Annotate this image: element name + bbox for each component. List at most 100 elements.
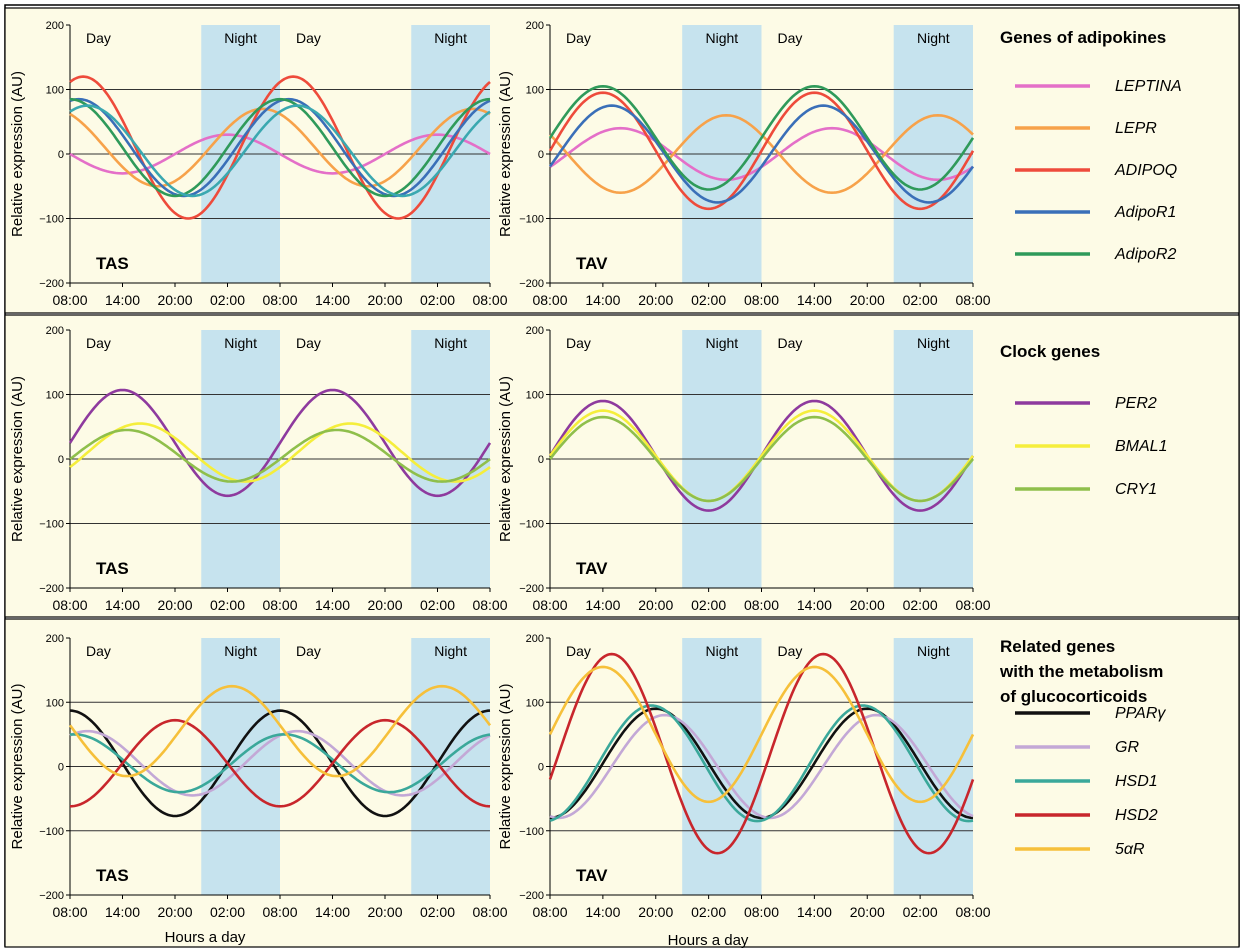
day-label: Day [778, 30, 803, 46]
y-tick-label: 100 [526, 85, 544, 97]
legend-entry-label: AdipoR1 [1114, 204, 1176, 221]
x-tick-label: 08:00 [955, 904, 990, 920]
night-label: Night [917, 30, 950, 46]
legend-3: Related genes with the metabolism of gluco… [999, 637, 1166, 858]
day-label: Day [566, 30, 591, 46]
day-label: Day [296, 643, 321, 659]
day-label: Day [296, 335, 321, 351]
series-line-hsd1 [69, 733, 491, 794]
y-tick-label: −200 [519, 278, 544, 290]
y-tick-label: 100 [46, 85, 64, 97]
y-tick-label: 0 [538, 454, 544, 466]
y-axis-label: Relative expression (AU) [9, 71, 26, 237]
x-tick-label: 20:00 [638, 597, 673, 613]
y-tick-label: −200 [39, 278, 64, 290]
y-tick-label: −100 [519, 519, 544, 531]
legend-entry-label: PER2 [1115, 395, 1157, 412]
y-tick-label: −100 [39, 519, 64, 531]
x-axis-label: Hours a day [165, 929, 246, 946]
y-tick-label: 200 [46, 325, 64, 337]
y-tick-label: 200 [46, 20, 64, 32]
y-tick-label: −200 [39, 890, 64, 902]
x-tick-label: 14:00 [315, 904, 350, 920]
legend-entry-label: AdipoR2 [1114, 246, 1176, 263]
y-tick-label: 0 [58, 149, 64, 161]
series-line-cry1 [69, 428, 491, 483]
x-tick-label: 02:00 [691, 597, 726, 613]
x-tick-label: 02:00 [903, 597, 938, 613]
x-tick-label: 08:00 [472, 292, 507, 308]
x-tick-label: 08:00 [262, 597, 297, 613]
legend-entry-label: GR [1115, 739, 1139, 756]
night-label: Night [917, 335, 950, 351]
day-label: Day [566, 335, 591, 351]
x-tick-label: 14:00 [585, 292, 620, 308]
y-tick-label: 100 [526, 390, 544, 402]
legend-entry-label: LEPR [1115, 120, 1157, 137]
legend-title: Clock genes [1000, 342, 1100, 361]
series-line-adipor1 [548, 104, 975, 204]
x-tick-label: 20:00 [850, 904, 885, 920]
x-tick-label: 14:00 [585, 597, 620, 613]
x-tick-label: 14:00 [797, 597, 832, 613]
series-line-cry1 [548, 415, 975, 503]
x-axis-label: Hours a day [668, 932, 749, 949]
x-tick-label: 08:00 [262, 904, 297, 920]
panel-label: TAV [576, 559, 608, 578]
chart-tas-row2: Night Night Day Day 200 100 0 −100 −200 08:00 14:0… [9, 325, 508, 613]
panel-label: TAV [576, 866, 608, 885]
series-line-lepr [69, 107, 491, 188]
series-line-adipor1 [69, 97, 491, 198]
x-tick-label: 14:00 [105, 904, 140, 920]
legend-entry-label: PPARγ [1115, 705, 1166, 722]
series-line-lepr [549, 114, 974, 194]
x-tick-label: 08:00 [532, 904, 567, 920]
x-tick-label: 20:00 [367, 904, 402, 920]
x-tick-label: 14:00 [797, 292, 832, 308]
day-label: Day [86, 30, 111, 46]
chart-tas-row3: Night Night Day Day 200 100 0 −100 −200 08:00 14:0… [9, 633, 508, 920]
x-tick-label: 02:00 [210, 597, 245, 613]
y-tick-label: 100 [46, 390, 64, 402]
x-tick-label: 14:00 [315, 597, 350, 613]
x-tick-label: 14:00 [105, 597, 140, 613]
y-tick-label: 100 [46, 697, 64, 709]
y-tick-label: 200 [526, 633, 544, 645]
x-tick-label: 08:00 [955, 597, 990, 613]
series-line-gr [549, 713, 974, 820]
x-tick-label: 20:00 [638, 292, 673, 308]
y-axis-label: Relative expression (AU) [497, 71, 514, 237]
x-tick-label: 20:00 [638, 904, 673, 920]
row-panel-1 [4, 7, 1240, 314]
y-tick-label: −100 [519, 826, 544, 838]
legend-entry-label: LEPTINA [1115, 78, 1182, 95]
y-axis-label: Relative expression (AU) [9, 376, 26, 542]
legend-entry-label: BMAL1 [1115, 438, 1167, 455]
series-line-bmal1 [69, 422, 491, 483]
series-line-adipoq [548, 91, 975, 211]
x-tick-label: 02:00 [210, 904, 245, 920]
x-tick-label: 08:00 [955, 292, 990, 308]
y-axis-label: Relative expression (AU) [9, 684, 26, 850]
y-tick-label: 200 [526, 325, 544, 337]
legend-title: of glucocorticoids [1000, 687, 1147, 706]
y-tick-label: −200 [519, 583, 544, 595]
series-line-ppar [549, 707, 974, 820]
x-tick-label: 08:00 [262, 292, 297, 308]
day-label: Day [296, 30, 321, 46]
y-tick-label: −200 [519, 890, 544, 902]
y-axis-label: Relative expression (AU) [497, 376, 514, 542]
x-tick-label: 08:00 [52, 597, 87, 613]
x-tick-label: 14:00 [315, 292, 350, 308]
series-line-per2 [68, 388, 492, 498]
x-tick-label: 02:00 [420, 292, 455, 308]
x-tick-label: 02:00 [420, 597, 455, 613]
night-label: Night [224, 643, 257, 659]
chart-tav-row3: Night Night Day Day 200 100 0 −100 −200 08:00 14:0… [497, 633, 991, 920]
x-tick-label: 02:00 [420, 904, 455, 920]
panel-label: TAS [96, 559, 129, 578]
series-line-adipoq [69, 75, 491, 220]
panel-label: TAS [96, 254, 129, 273]
x-tick-label: 08:00 [744, 904, 779, 920]
